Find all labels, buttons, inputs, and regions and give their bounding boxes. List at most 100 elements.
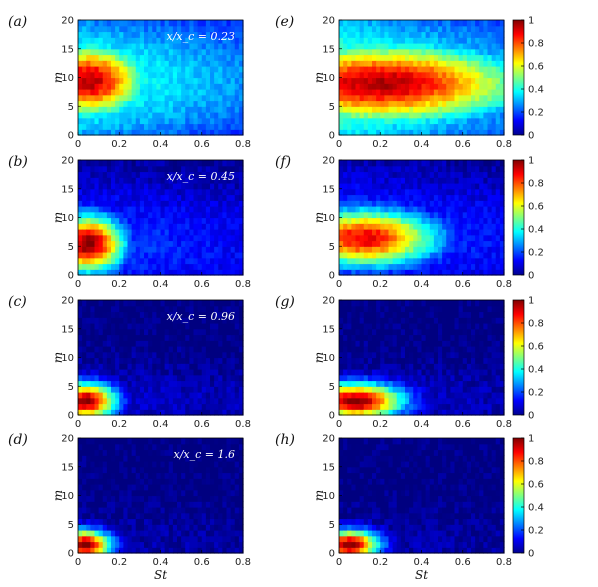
- heatmap-cell: [413, 94, 418, 102]
- heatmap-cell: [218, 123, 223, 130]
- heatmap-cell: [343, 37, 348, 44]
- heatmap-cell: [226, 374, 232, 382]
- heatmap-cell: [78, 217, 83, 224]
- heatmap-cell: [409, 323, 414, 330]
- heatmap-cell: [238, 252, 244, 259]
- heatmap-cell: [205, 334, 211, 341]
- heatmap-cell: [238, 177, 244, 184]
- heatmap-cell: [376, 48, 381, 56]
- heatmap-cell: [218, 112, 223, 119]
- heatmap-cell: [421, 211, 427, 219]
- heatmap-cell: [396, 183, 402, 190]
- heatmap-cell: [417, 346, 423, 353]
- heatmap-cell: [160, 129, 166, 136]
- heatmap-cell: [131, 229, 137, 236]
- heatmap-cell: [181, 89, 186, 96]
- heatmap-cell: [487, 89, 493, 96]
- heatmap-cell: [177, 54, 182, 61]
- heatmap-cell: [450, 123, 456, 130]
- heatmap-cell: [127, 165, 133, 173]
- heatmap-cell: [168, 403, 174, 410]
- heatmap-cell: [152, 217, 157, 224]
- heatmap-cell: [210, 112, 215, 119]
- heatmap-cell: [372, 311, 377, 318]
- heatmap-cell: [351, 257, 357, 265]
- heatmap-cell: [471, 386, 476, 393]
- heatmap-cell: [413, 374, 418, 382]
- heatmap-cell: [458, 25, 464, 33]
- heatmap-cell: [454, 323, 460, 330]
- heatmap-cell: [421, 129, 427, 136]
- heatmap-cell: [372, 66, 377, 73]
- heatmap-cell: [388, 25, 394, 33]
- heatmap-cell: [388, 346, 394, 353]
- heatmap-cell: [388, 217, 394, 224]
- heatmap-cell: [148, 334, 153, 341]
- heatmap-cell: [339, 252, 344, 259]
- heatmap-cell: [499, 194, 505, 201]
- heatmap-cell: [127, 409, 133, 416]
- heatmap-cell: [388, 48, 394, 56]
- heatmap-cell: [127, 263, 133, 270]
- heatmap-cell: [152, 54, 157, 61]
- heatmap-cell: [111, 31, 116, 38]
- heatmap-cell: [343, 263, 348, 270]
- heatmap-cell: [384, 129, 390, 136]
- heatmap-cell: [82, 200, 87, 207]
- heatmap-cell: [343, 386, 348, 393]
- heatmap-cell: [115, 60, 120, 67]
- heatmap-cell: [384, 300, 390, 307]
- heatmap-cell: [115, 183, 120, 190]
- heatmap-cell: [499, 106, 505, 113]
- heatmap-cell: [438, 246, 443, 253]
- heatmap-cell: [135, 25, 141, 33]
- heatmap-cell: [479, 340, 484, 347]
- heatmap-cell: [144, 94, 149, 102]
- heatmap-cell: [343, 129, 348, 136]
- heatmap-cell: [421, 334, 427, 341]
- heatmap-cell: [119, 89, 124, 96]
- heatmap-cell: [214, 117, 219, 125]
- heatmap-cell: [421, 188, 427, 196]
- heatmap-cell: [343, 194, 348, 201]
- heatmap-cell: [214, 346, 219, 353]
- heatmap-cell: [135, 77, 141, 84]
- heatmap-cell: [86, 305, 91, 313]
- heatmap-cell: [417, 311, 423, 318]
- heatmap-cell: [144, 106, 149, 113]
- heatmap-cell: [388, 123, 394, 130]
- heatmap-cell: [90, 160, 96, 167]
- heatmap-cell: [384, 43, 390, 50]
- heatmap-cell: [152, 386, 157, 393]
- heatmap-cell: [135, 257, 141, 265]
- heatmap-cell: [487, 112, 493, 119]
- heatmap-cell: [201, 392, 207, 399]
- heatmap-cell: [392, 380, 398, 387]
- heatmap-cell: [450, 351, 456, 359]
- heatmap-cell: [495, 94, 501, 102]
- heatmap-cell: [471, 129, 476, 136]
- heatmap-cell: [144, 171, 149, 178]
- heatmap-cell: [438, 252, 443, 259]
- heatmap-cell: [438, 351, 443, 359]
- heatmap-cell: [483, 194, 489, 201]
- heatmap-cell: [376, 43, 381, 50]
- heatmap-cell: [425, 323, 431, 330]
- heatmap-cell: [450, 317, 456, 324]
- heatmap-cell: [417, 94, 423, 102]
- heatmap-cell: [376, 392, 381, 399]
- heatmap-cell: [388, 240, 394, 247]
- heatmap-cell: [144, 386, 149, 393]
- x-tick-label: 0.2: [372, 279, 388, 290]
- heatmap-cell: [400, 305, 406, 313]
- heatmap-cell: [499, 129, 505, 136]
- heatmap-cell: [177, 183, 182, 190]
- heatmap-cell: [230, 257, 236, 265]
- heatmap-cell: [376, 77, 381, 84]
- heatmap-cell: [131, 380, 137, 387]
- heatmap-cell: [201, 403, 207, 410]
- heatmap-cell: [400, 346, 406, 353]
- heatmap-cell: [384, 66, 390, 73]
- heatmap-cell: [425, 43, 431, 50]
- heatmap-cell: [168, 351, 174, 359]
